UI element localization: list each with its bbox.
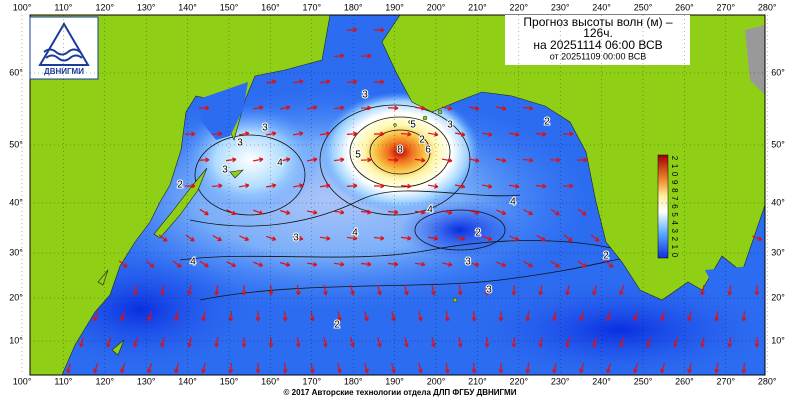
lon-label: 160° xyxy=(261,376,280,386)
lon-label: 110° xyxy=(54,2,72,12)
contour-label: 4 xyxy=(190,257,196,268)
lon-label: 120° xyxy=(95,2,114,12)
lon-label: 150° xyxy=(220,376,239,386)
lon-label: 270° xyxy=(716,2,735,12)
lon-label: 190° xyxy=(385,376,404,386)
contour-label: 3 xyxy=(262,123,268,134)
lon-label: 210° xyxy=(468,2,487,12)
logo: ДВНИГМИ xyxy=(30,17,98,79)
lat-label: 50° xyxy=(9,139,23,149)
lon-label: 280° xyxy=(758,376,777,386)
lat-label: 20° xyxy=(771,292,785,302)
contour-label: 2 xyxy=(603,251,609,262)
lat-label: 60° xyxy=(9,67,23,77)
contour-label: 2 xyxy=(475,228,481,239)
lon-label: 200° xyxy=(427,376,446,386)
lon-label: 160° xyxy=(261,2,280,12)
lon-label: 230° xyxy=(551,376,570,386)
contour-label: 3 xyxy=(222,165,228,176)
contour-label: 4 xyxy=(352,228,358,239)
wave-field xyxy=(400,200,520,260)
lon-label: 140° xyxy=(178,2,197,12)
contour-label: 3 xyxy=(465,257,471,268)
lat-label: 20° xyxy=(9,292,23,302)
contour-label: 8 xyxy=(397,145,403,156)
contour-label: 2 xyxy=(334,320,340,331)
contour-label: 5 xyxy=(410,120,416,131)
contour-label: 2 xyxy=(177,180,183,191)
lon-label: 180° xyxy=(344,376,363,386)
lat-label: 10° xyxy=(771,335,785,345)
colorbar-label: 0 xyxy=(670,253,679,258)
lon-label: 130° xyxy=(137,376,156,386)
lat-label: 60° xyxy=(771,67,785,77)
colorbar-label: 8 xyxy=(670,188,679,193)
lon-label: 220° xyxy=(509,376,528,386)
lon-label: 250° xyxy=(634,376,653,386)
lon-label: 200° xyxy=(427,2,446,12)
valid-time: на 20251114 06:00 ВСВ xyxy=(533,38,662,52)
colorbar-label: 1 xyxy=(670,245,679,250)
lon-label: 210° xyxy=(468,376,487,386)
lat-label: 50° xyxy=(771,139,785,149)
contour-label: 3 xyxy=(237,138,243,149)
lon-label: 230° xyxy=(551,2,570,12)
lon-label: 240° xyxy=(592,376,611,386)
lon-label: 180° xyxy=(344,2,363,12)
lon-label: 260° xyxy=(675,2,694,12)
contour-label: 2 xyxy=(419,135,425,146)
footer: © 2017 Авторские технологии отдела ДЛП Ф… xyxy=(284,388,517,397)
lon-label: 110° xyxy=(54,376,72,386)
lat-label: 40° xyxy=(771,197,785,207)
logo-text: ДВНИГМИ xyxy=(44,67,84,76)
contour-label: 3 xyxy=(447,120,453,131)
lon-label: 260° xyxy=(675,376,694,386)
lat-label: 30° xyxy=(9,247,23,257)
lat-label: 10° xyxy=(9,335,23,345)
issue-time: от 20251109 00:00 ВСВ xyxy=(550,51,647,61)
lon-label: 170° xyxy=(302,2,321,12)
contour-label: 6 xyxy=(425,145,431,156)
lon-label: 100° xyxy=(13,376,32,386)
colorbar-label: 9 xyxy=(670,180,679,185)
contour-label: 2 xyxy=(544,117,550,128)
contour-label: 3 xyxy=(293,233,299,244)
contour-label: 4 xyxy=(427,205,433,216)
colorbar-label: 2 xyxy=(670,237,679,242)
contour-label: 4 xyxy=(510,197,516,208)
lon-label: 220° xyxy=(509,2,528,12)
colorbar-label: 2 xyxy=(670,156,679,161)
lon-label: 190° xyxy=(385,2,404,12)
contour-label: 4 xyxy=(277,158,283,169)
colorbar-label: 3 xyxy=(670,229,679,234)
lon-label: 130° xyxy=(137,2,156,12)
colorbar xyxy=(658,155,668,258)
colorbar-label: 7 xyxy=(670,196,679,201)
lon-label: 270° xyxy=(716,376,735,386)
contour-label: 5 xyxy=(355,150,361,161)
colorbar-label: 6 xyxy=(670,204,679,209)
colorbar-label: 5 xyxy=(670,212,679,217)
contour-label: 3 xyxy=(362,90,368,101)
colorbar-label: 4 xyxy=(670,220,679,225)
lon-label: 120° xyxy=(95,376,114,386)
title-box: Прогноз высоты волн (м) – 126ч. на 20251… xyxy=(505,15,690,65)
lon-label: 100° xyxy=(13,2,32,12)
colorbar-label: 0 xyxy=(670,172,679,177)
lon-label: 280° xyxy=(758,2,777,12)
lon-label: 140° xyxy=(178,376,197,386)
lon-label: 170° xyxy=(302,376,321,386)
lon-label: 250° xyxy=(634,2,653,12)
lat-label: 40° xyxy=(9,197,23,207)
contour-label: 3 xyxy=(486,285,492,296)
lon-label: 240° xyxy=(592,2,611,12)
lon-label: 150° xyxy=(220,2,239,12)
colorbar-label: 1 xyxy=(670,164,679,169)
lat-label: 30° xyxy=(771,247,785,257)
